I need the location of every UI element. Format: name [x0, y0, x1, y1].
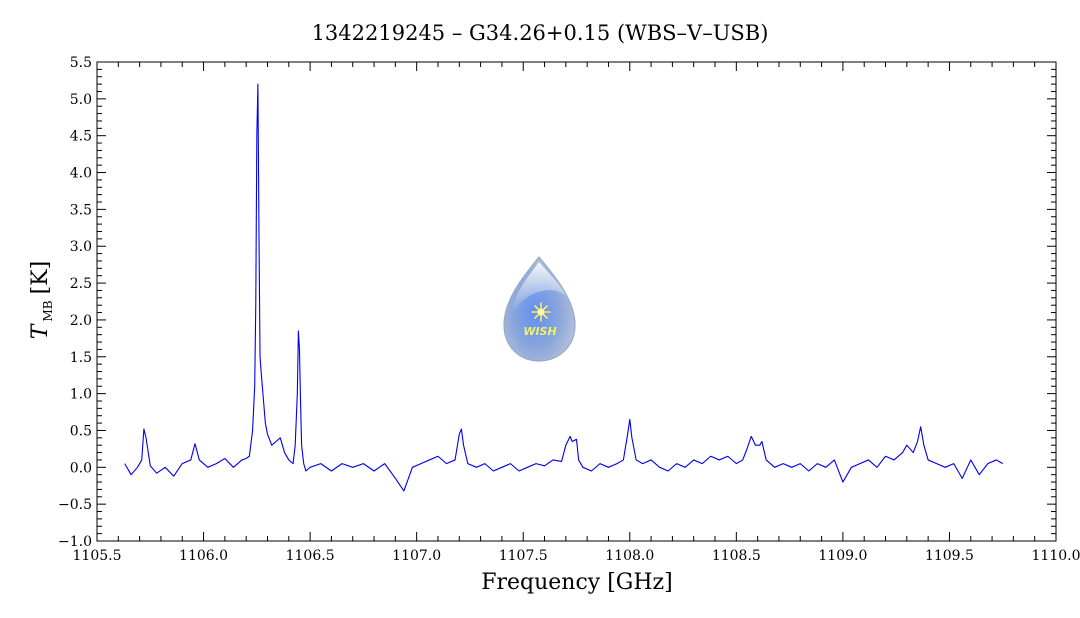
wish-logo-text: WISH [523, 325, 556, 338]
y-tick-label: 1.0 [70, 387, 92, 403]
y-tick-label: 4.5 [70, 129, 92, 145]
y-tick-label: 0.0 [70, 460, 92, 476]
y-axis-label-unit: [K] [28, 261, 53, 295]
y-tick-label: 5.5 [70, 55, 92, 71]
y-tick-label: 4.0 [70, 166, 92, 182]
y-tick-label: 2.5 [70, 276, 92, 292]
x-tick-label: 1110.0 [1032, 548, 1080, 564]
y-tick-label: −1.0 [58, 534, 92, 550]
y-tick-label: 1.5 [70, 350, 92, 366]
y-axis-label: TMB [K] [28, 261, 55, 339]
x-tick-label: 1108.5 [712, 548, 761, 564]
y-axis-label-main: T [28, 322, 53, 339]
x-axis-label: Frequency [GHz] [481, 570, 673, 595]
x-tick-label: 1107.5 [499, 548, 548, 564]
drop-highlight [512, 262, 568, 312]
x-tick-label: 1108.0 [605, 548, 654, 564]
y-tick-label: 3.5 [70, 202, 92, 218]
wish-drop-logo: WISH [503, 256, 576, 362]
y-tick-label: 2.0 [70, 313, 92, 329]
x-tick-label: 1105.5 [73, 548, 122, 564]
spectrum-line [124, 83, 1003, 492]
chart-title: 1342219245 – G34.26+0.15 (WBS–V–USB) [312, 21, 769, 45]
y-axis-label-sub: MB [41, 300, 55, 321]
y-tick-label: 0.5 [70, 423, 92, 439]
y-tick-label: 5.0 [70, 92, 92, 108]
axes-layer: 1105.5 1106.0 1106.5 1107.0 1107.5 1108.0 1108… [58, 55, 1080, 564]
y-tick-label: −0.5 [58, 497, 92, 513]
x-tick-label: 1107.0 [392, 548, 441, 564]
plot-frame [96, 61, 1057, 542]
y-tick-label: 3.0 [70, 239, 92, 255]
x-tick-label: 1106.0 [179, 548, 228, 564]
svg-text:TMB[K]: TMB [K] [28, 261, 55, 339]
x-tick-label: 1109.0 [818, 548, 867, 564]
spectrum-layer [124, 83, 1003, 492]
x-tick-label: 1109.5 [925, 548, 974, 564]
x-tick-label: 1106.5 [286, 548, 335, 564]
